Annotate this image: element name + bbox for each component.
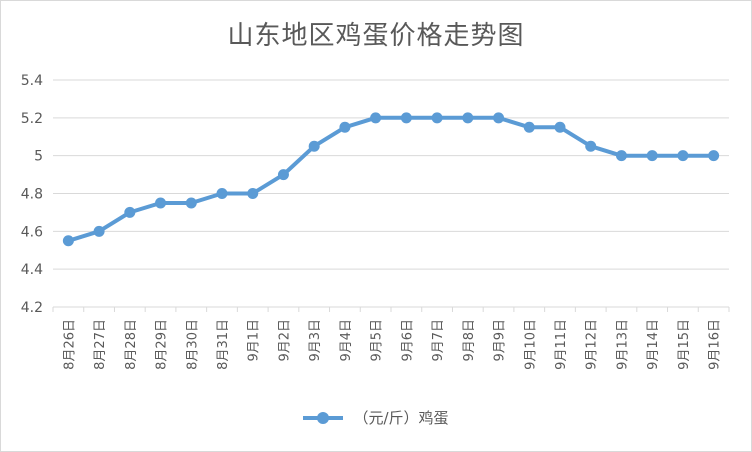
y-tick-label: 5.4 (21, 73, 43, 89)
x-tick-label: 9月14日 (646, 319, 661, 370)
data-point (93, 225, 105, 237)
legend: （元/斤）鸡蛋 (1, 407, 751, 428)
data-point (370, 112, 382, 124)
x-tick-label: 8月31日 (216, 319, 231, 370)
y-tick-label: 4.6 (21, 224, 43, 240)
x-tick-label: 9月2日 (277, 319, 292, 362)
data-point (124, 206, 136, 218)
data-point (216, 188, 228, 199)
data-point (185, 197, 197, 209)
y-tick-label: 4.8 (21, 187, 43, 203)
x-tick-label: 9月16日 (708, 319, 723, 370)
x-tick-label: 9月6日 (400, 319, 415, 362)
x-tick-label: 8月29日 (155, 319, 170, 370)
series-line (66, 115, 716, 243)
x-tick-label: 9月5日 (370, 319, 385, 362)
y-tick-label: 4.2 (21, 300, 43, 316)
x-tick-label: 9月13日 (615, 319, 630, 370)
x-tick-label: 9月7日 (431, 319, 446, 362)
data-point (523, 121, 535, 133)
data-point (277, 169, 289, 181)
data-point (155, 197, 167, 209)
series-layer (62, 112, 720, 247)
x-tick-label: 8月27日 (93, 319, 108, 370)
data-point (308, 140, 320, 152)
data-point (615, 150, 627, 162)
chart-title: 山东地区鸡蛋价格走势图 (227, 21, 525, 51)
x-tick-label: 9月12日 (585, 319, 600, 370)
data-point (677, 150, 689, 162)
data-point (247, 188, 259, 199)
x-tick-label: 8月30日 (185, 319, 200, 370)
x-tick-label: 9月8日 (462, 319, 477, 362)
legend-marker (303, 411, 344, 425)
x-tick-label: 8月26日 (62, 319, 77, 370)
data-point (339, 121, 351, 133)
x-tick-label: 9月3日 (308, 319, 323, 362)
y-tick-label: 5.2 (21, 111, 43, 127)
x-tick-label: 9月10日 (523, 319, 538, 370)
data-point (708, 150, 720, 162)
gridlines (53, 79, 729, 308)
data-point (554, 121, 566, 133)
data-point (493, 112, 505, 124)
data-point (646, 150, 658, 162)
y-tick-label: 5 (34, 149, 43, 165)
data-point (585, 140, 597, 152)
x-tick-label: 9月15日 (677, 319, 692, 370)
x-tick-label: 8月28日 (124, 319, 139, 370)
y-tick-label: 4.4 (21, 262, 43, 278)
line-chart: 4.2 4.4 4.6 4.8 5 5.2 5.4 8月26日 8月27日 8月28日 8月29日… (21, 73, 730, 370)
x-tick-label: 9月4日 (339, 319, 354, 362)
x-axis-ticks: 8月26日 8月27日 8月28日 8月29日 8月30日 8月31日 9月1日 9月2日 9月… (52, 307, 730, 370)
x-tick-label: 9月9日 (493, 319, 508, 362)
data-point (431, 112, 443, 124)
data-point (462, 112, 474, 124)
data-point (400, 112, 412, 124)
x-tick-label: 9月11日 (554, 319, 569, 370)
legend-label: （元/斤）鸡蛋 (353, 409, 449, 427)
y-axis-ticks: 4.2 4.4 4.6 4.8 5 5.2 5.4 (21, 73, 43, 316)
data-point (62, 235, 74, 247)
x-tick-label: 9月1日 (247, 319, 262, 362)
